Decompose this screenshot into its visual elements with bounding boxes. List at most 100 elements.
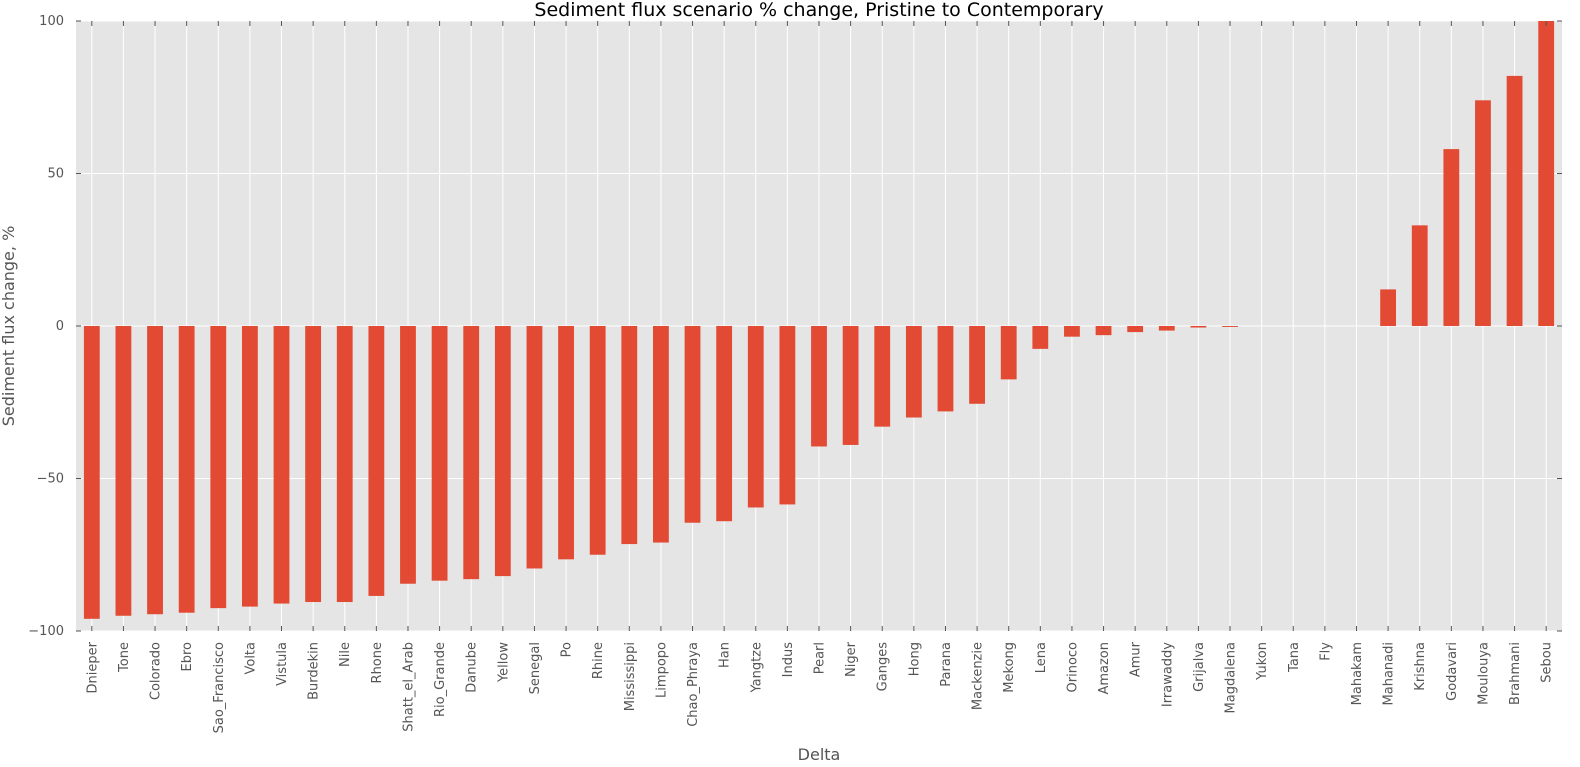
- x-tick-label: Danube: [465, 642, 480, 693]
- bar-rhone: [368, 326, 385, 596]
- x-tick-label: Tana: [1287, 642, 1302, 673]
- x-tick-label: Nile: [338, 642, 353, 667]
- bar-dnieper: [83, 326, 100, 619]
- bar-mekong: [1000, 326, 1017, 380]
- bar-grijalva: [1190, 326, 1207, 328]
- x-tick-label: Sebou: [1540, 642, 1555, 683]
- x-tick-label: Tone: [117, 642, 132, 673]
- bar-ebro: [178, 326, 195, 613]
- y-tick-label: −50: [37, 472, 64, 487]
- x-tick-label: Ebro: [180, 642, 195, 672]
- y-axis-label: Sediment flux change, %: [0, 226, 18, 427]
- x-tick-label: Magdalena: [1224, 642, 1239, 713]
- bar-lena: [1032, 326, 1049, 349]
- bar-krishna: [1411, 225, 1428, 326]
- bar-colorado: [147, 326, 163, 615]
- bar-danube: [463, 326, 480, 580]
- x-tick-label: Dnieper: [85, 641, 100, 693]
- bar-mahanadi: [1380, 289, 1397, 326]
- bar-chao_phraya: [684, 326, 701, 523]
- x-tick-label: Han: [718, 642, 733, 668]
- x-tick-label: Shatt_el_Arab: [401, 642, 416, 732]
- bar-amur: [1127, 326, 1144, 333]
- x-tick-label: Limpopo: [654, 642, 669, 698]
- y-tick-label: 100: [39, 14, 64, 29]
- y-tick-label: 0: [56, 319, 64, 334]
- bar-volta: [241, 326, 258, 607]
- bar-sebou: [1538, 21, 1555, 326]
- x-tick-label: Lena: [1034, 642, 1049, 673]
- bar-hong: [905, 326, 922, 418]
- x-tick-label: Parana: [939, 642, 954, 687]
- x-tick-label: Yangtze: [749, 642, 764, 694]
- bar-moulouya: [1475, 100, 1491, 326]
- bar-han: [716, 326, 733, 522]
- y-tick-label: −100: [28, 624, 64, 639]
- bar-rio_grande: [431, 326, 448, 581]
- bar-limpopo: [653, 326, 669, 543]
- bar-rhine: [589, 326, 606, 555]
- x-tick-label: Godavari: [1445, 642, 1460, 701]
- x-tick-label: Orinoco: [1065, 642, 1080, 693]
- x-tick-label: Ganges: [876, 642, 891, 692]
- bar-mississippi: [621, 326, 638, 545]
- x-tick-label: Po: [560, 642, 575, 657]
- x-tick-label: Colorado: [149, 642, 164, 700]
- bar-brahmani: [1506, 75, 1523, 327]
- x-tick-label: Rhone: [370, 642, 385, 683]
- bar-mackenzie: [969, 326, 985, 404]
- x-tick-label: Yukon: [1255, 642, 1270, 681]
- x-tick-label: Brahmani: [1508, 642, 1523, 705]
- x-tick-label: Mekong: [1002, 642, 1017, 693]
- bar-irrawaddy: [1158, 326, 1175, 331]
- bar-orinoco: [1064, 326, 1080, 337]
- x-axis-ticks: Dnieper Tone Colorado Ebro Sao_Francisco Volt…: [85, 21, 1555, 733]
- x-tick-label: Volta: [243, 642, 258, 675]
- x-tick-label: Moulouya: [1476, 642, 1491, 705]
- x-tick-label: Krishna: [1413, 642, 1428, 691]
- x-tick-label: Irrawaddy: [1160, 642, 1175, 707]
- x-axis-label: Delta: [798, 745, 841, 764]
- bar-amazon: [1095, 326, 1112, 336]
- bar-pearl: [811, 326, 827, 447]
- bar-vistula: [273, 326, 290, 604]
- x-tick-label: Amazon: [1097, 642, 1112, 695]
- bar-parana: [937, 326, 954, 412]
- chart-title: Sediment flux scenario % change, Pristin…: [534, 0, 1103, 21]
- x-tick-label: Mahakam: [1350, 642, 1365, 705]
- x-tick-label: Indus: [781, 642, 796, 678]
- x-tick-label: Burdekin: [307, 642, 322, 700]
- x-tick-label: Amur: [1129, 641, 1144, 677]
- x-tick-label: Hong: [907, 642, 922, 676]
- x-tick-label: Fly: [1318, 642, 1333, 661]
- x-tick-label: Yellow: [496, 642, 511, 683]
- x-tick-label: Mackenzie: [971, 642, 986, 710]
- bar-yangtze: [747, 326, 764, 508]
- bar-magdalena: [1222, 326, 1238, 327]
- x-tick-label: Grijalva: [1192, 642, 1207, 692]
- x-tick-label: Pearl: [813, 642, 828, 674]
- x-tick-label: Sao_Francisco: [212, 642, 227, 733]
- x-tick-label: Senegal: [528, 642, 543, 694]
- x-tick-label: Vistula: [275, 642, 290, 686]
- bar-po: [558, 326, 574, 560]
- bar-indus: [779, 326, 796, 505]
- x-tick-label: Rio_Grande: [433, 642, 448, 717]
- bar-ganges: [874, 326, 891, 427]
- bar-yellow: [494, 326, 511, 577]
- y-axis-ticks: −100 −50 0 50 100: [28, 14, 1562, 639]
- bar-godavari: [1443, 149, 1460, 326]
- x-tick-label: Niger: [844, 641, 859, 677]
- x-tick-label: Chao_Phraya: [686, 642, 701, 727]
- x-tick-label: Rhine: [591, 642, 606, 679]
- bar-senegal: [526, 326, 543, 569]
- bar-nile: [336, 326, 353, 603]
- x-tick-label: Mississippi: [623, 642, 638, 711]
- bar-shatt_el_arab: [400, 326, 416, 584]
- y-tick-label: 50: [47, 167, 64, 182]
- bar-burdekin: [305, 326, 322, 603]
- bar-tone: [115, 326, 132, 616]
- bar-sao_francisco: [210, 326, 227, 609]
- bars: [83, 21, 1555, 619]
